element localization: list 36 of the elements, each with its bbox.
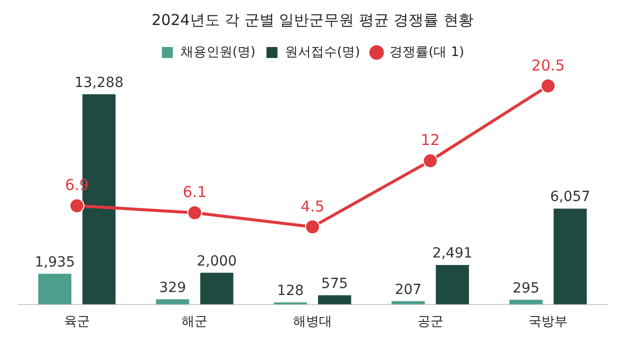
bar [200,272,234,304]
bar [392,301,425,304]
point [305,219,320,234]
data-label: 2,000 [196,253,237,270]
data-label: 2,491 [432,246,472,262]
data-label: 13,288 [74,74,124,91]
point [422,153,438,168]
point [540,78,556,94]
data-label: 4.5 [300,197,324,216]
data-label: 1,935 [34,254,75,270]
data-label: 295 [512,280,540,296]
point [69,198,84,214]
chart-title: 2024년도 각 군별 일반군무원 평균 경쟁률 현황 [152,10,474,29]
point [187,205,202,220]
bar [38,274,72,304]
legend-label: 경쟁률(대 1) [390,44,464,60]
data-label: 207 [394,282,422,298]
x-tick-label: 국방부 [528,314,568,330]
legend-label: 채용인원(명) [180,44,256,60]
data-label: 6,057 [550,189,590,206]
legend-label: 원서접수(명) [284,44,360,60]
bar [156,299,190,304]
data-label: 12 [420,131,440,150]
x-tick-label: 해군 [182,314,208,330]
x-tick-label: 육군 [64,314,90,330]
data-label: 6.1 [182,183,207,202]
bar [554,208,587,304]
data-label: 575 [321,276,348,292]
bar [436,265,469,304]
bar [509,300,543,304]
bar [318,295,352,304]
x-tick-label: 해병대 [293,314,332,330]
data-label: 128 [277,283,304,300]
x-tick-label: 공군 [417,314,444,330]
data-label: 329 [159,280,186,296]
data-label: 20.5 [531,56,565,74]
